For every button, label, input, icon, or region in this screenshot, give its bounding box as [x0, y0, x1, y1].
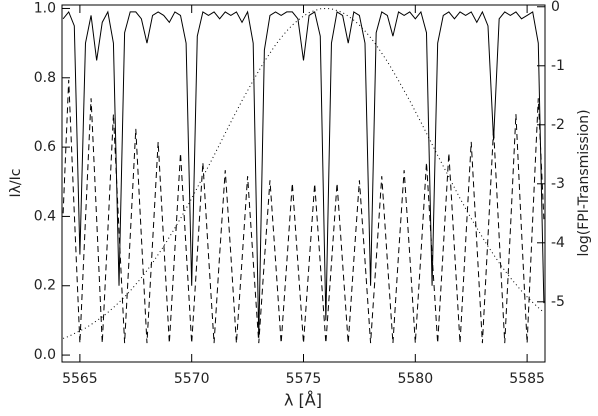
- y-tick-label: 0.8: [34, 70, 56, 86]
- spectrum-line: [62, 7, 545, 339]
- x-axis-label: λ [Å]: [284, 391, 322, 410]
- y-axis-label: Iλ/Ic: [8, 169, 24, 198]
- y2-tick-label: -3: [551, 176, 565, 192]
- y2-tick-label: -1: [551, 58, 565, 74]
- y2-tick-label: -2: [551, 117, 565, 133]
- y2-tick-label: 0: [551, 0, 560, 15]
- y-tick-label: 0.6: [34, 139, 56, 155]
- x-tick-label: 5585: [509, 371, 545, 387]
- y-tick-label: 0.2: [34, 278, 56, 294]
- x-tick-label: 5575: [286, 371, 322, 387]
- spectrum-line: [62, 10, 545, 338]
- y-tick-label: 0.4: [34, 208, 56, 224]
- y-tick-label: 0.0: [34, 347, 56, 363]
- y2-tick-label: -4: [551, 235, 565, 251]
- spectrum-line: [62, 79, 545, 344]
- plot-area: [62, 7, 545, 344]
- x-tick-label: 5565: [62, 371, 98, 387]
- y2-axis-label: log(FPI-Transmission): [576, 109, 592, 256]
- y-tick-label: 1.0: [34, 0, 56, 16]
- x-tick-label: 5570: [174, 371, 210, 387]
- y2-tick-label: -5: [551, 294, 565, 310]
- x-tick-label: 5580: [397, 371, 433, 387]
